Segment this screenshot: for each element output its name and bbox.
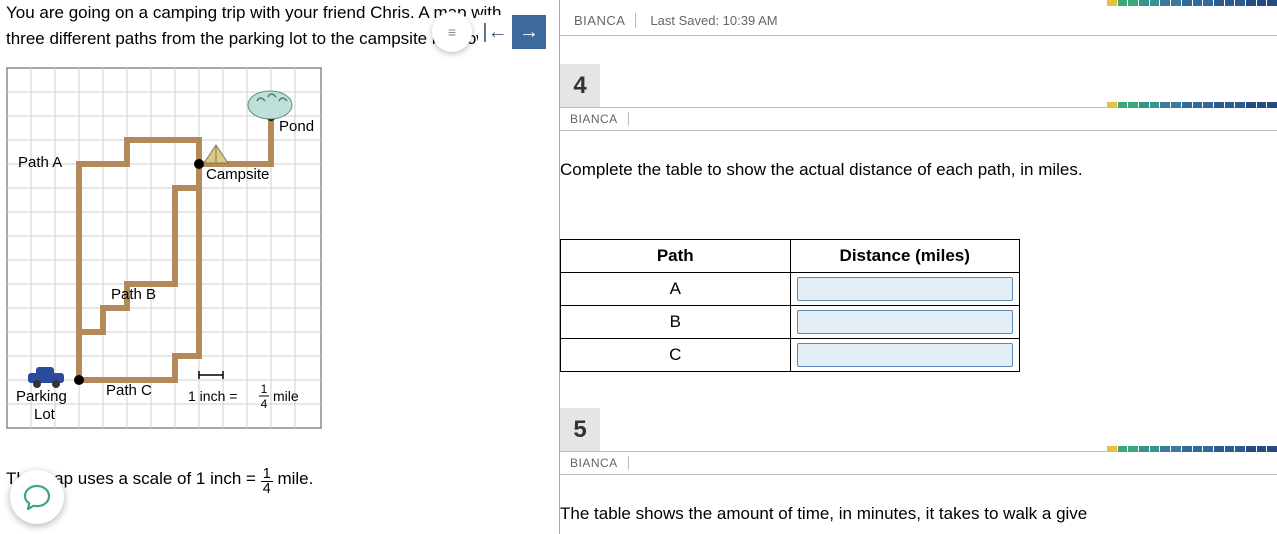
prev-button[interactable]: |←: [478, 15, 512, 49]
col-path: Path: [561, 239, 791, 272]
left-pane: You are going on a camping trip with you…: [0, 0, 542, 534]
question-number: 5: [560, 408, 600, 452]
top-meta-bar: BIANCA Last Saved: 10:39 AM: [560, 6, 1277, 36]
progress-strip-q5: [1107, 446, 1277, 452]
student-name: BIANCA: [564, 13, 636, 28]
distance-table: Path Distance (miles) A B C: [560, 239, 1020, 372]
label-path-c: Path C: [106, 382, 152, 399]
label-scale-prefix: 1 inch =: [188, 388, 237, 404]
label-parking-2: Lot: [34, 406, 56, 423]
student-name: BIANCA: [560, 112, 629, 126]
svg-text:1: 1: [261, 382, 268, 396]
label-parking-1: Parking: [16, 388, 67, 405]
question-5: 5 BIANCA The table shows the amount of t…: [560, 408, 1277, 527]
last-saved: Last Saved: 10:39 AM: [636, 13, 777, 28]
menu-icon: ≡: [448, 24, 456, 40]
nav-controls: ≡ |← →: [432, 12, 542, 52]
menu-button[interactable]: ≡: [432, 12, 472, 52]
label-path-b: Path B: [111, 286, 156, 303]
arrow-right-icon: →: [519, 21, 539, 44]
label-pond: Pond: [279, 118, 314, 135]
table-row: A: [561, 272, 1020, 305]
question-number: 4: [560, 64, 600, 108]
svg-text:4: 4: [261, 397, 268, 411]
label-campsite: Campsite: [206, 166, 269, 183]
distance-input-c[interactable]: [797, 343, 1014, 367]
progress-strip-q4: [1107, 102, 1277, 108]
question-prompt: The table shows the amount of time, in m…: [560, 501, 1277, 527]
cell-path: A: [561, 272, 791, 305]
col-distance: Distance (miles): [790, 239, 1020, 272]
chat-icon: [22, 482, 52, 512]
distance-input-a[interactable]: [797, 277, 1014, 301]
question-meta: BIANCA: [560, 451, 1277, 475]
cell-path: C: [561, 338, 791, 371]
question-prompt: Complete the table to show the actual di…: [560, 157, 1277, 183]
chat-button[interactable]: [10, 470, 64, 524]
distance-input-b[interactable]: [797, 310, 1014, 334]
cell-path: B: [561, 305, 791, 338]
svg-text:mile: mile: [273, 388, 299, 404]
arrow-left-icon: |←: [482, 21, 507, 44]
table-row: B: [561, 305, 1020, 338]
right-pane: BIANCA Last Saved: 10:39 AM 4 BIANCA Com…: [559, 0, 1277, 534]
label-path-a: Path A: [18, 154, 62, 171]
table-row: C: [561, 338, 1020, 371]
question-meta: BIANCA: [560, 107, 1277, 131]
question-4: 4 BIANCA Complete the table to show the …: [560, 64, 1277, 372]
progress-strip-top: [1107, 0, 1277, 6]
next-button[interactable]: →: [512, 15, 546, 49]
scale-text: The map uses a scale of 1 inch = 14 mile…: [6, 467, 536, 497]
student-name: BIANCA: [560, 456, 629, 470]
map-diagram: Path A Path B Path C Pond Campsite Parki…: [6, 67, 322, 429]
